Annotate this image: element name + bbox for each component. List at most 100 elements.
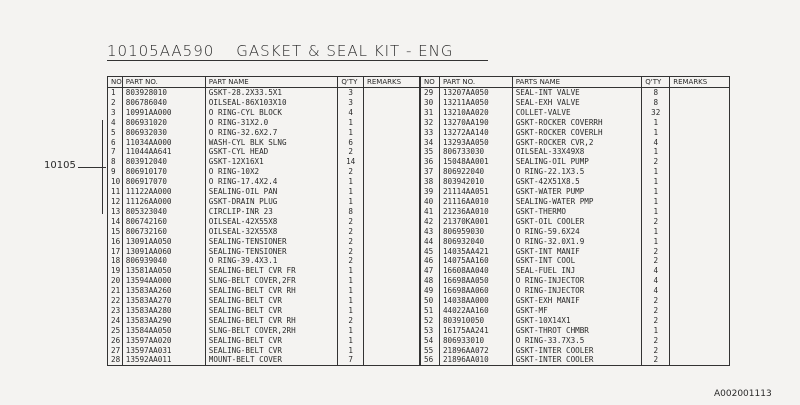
col-remarks-cell <box>363 177 420 188</box>
table-row: 18 806939040 O RING-39.4X3.1 2 <box>107 256 420 267</box>
col-remarks-cell <box>669 325 730 336</box>
table-row: 23 13583AA280 SEALING-BELT CVR 1 <box>107 305 420 316</box>
col-no-cell: 20 <box>107 276 123 287</box>
col-qty-cell: 2 <box>337 226 365 237</box>
col-remarks-cell <box>363 147 420 158</box>
col-remarks-cell <box>363 107 420 118</box>
col-no-cell: 56 <box>420 355 440 366</box>
table-row: 53 16175AA241 GSKT-THROT CHMBR 1 <box>420 325 730 336</box>
col-remarks-cell <box>669 286 730 297</box>
col-remarks-cell <box>669 355 730 366</box>
col-remarks-cell <box>669 276 730 287</box>
table-row: 22 13583AA270 SEALING-BELT CVR 1 <box>107 296 420 306</box>
col-qty-cell: 1 <box>337 177 365 188</box>
col-no-cell: 22 <box>107 296 123 306</box>
table-row: 42 21370KA001 GSKT-OIL COOLER 2 <box>420 216 730 227</box>
table-row: 3 10991AA000 O RING-CYL BLOCK 4 <box>107 107 420 118</box>
col-remarks-cell <box>669 335 730 346</box>
col-remarks-cell <box>363 187 420 197</box>
col-part-no-cell: 16698AA060 <box>438 286 513 297</box>
col-no-header: NO <box>420 76 440 88</box>
col-no-cell: 15 <box>107 226 123 237</box>
col-part-no-cell: 21896AA010 <box>438 355 513 366</box>
col-no-cell: 25 <box>107 325 123 336</box>
col-part-name-cell: SEALING-OIL PAN <box>204 187 339 197</box>
table-row: 13 805323040 CIRCLIP-INR 23 8 <box>107 206 420 217</box>
col-part-name-cell: GSKT-12X16X1 <box>204 157 339 168</box>
col-no-cell: 4 <box>107 117 123 128</box>
col-no-cell: 45 <box>420 246 440 257</box>
col-no-cell: 23 <box>107 305 123 316</box>
col-part-name-cell: SEAL-INT VALVE <box>511 87 643 98</box>
col-part-name-cell: O RING-17.4X2.4 <box>204 177 339 188</box>
col-qty-cell: 2 <box>337 246 365 257</box>
col-remarks-cell <box>363 236 420 247</box>
col-no-cell: 1 <box>107 87 123 98</box>
col-qty-cell: 1 <box>337 305 365 316</box>
col-remarks-cell <box>669 87 730 98</box>
col-no-cell: 9 <box>107 167 123 178</box>
table-row: 54 806933010 O RING-33.7X3.5 2 <box>420 335 730 346</box>
col-part-no-cell: 13293AA050 <box>438 137 513 148</box>
col-part-no-cell: 13594AA000 <box>121 276 206 287</box>
col-part-no-header: PART NO. <box>438 76 513 88</box>
col-part-name-cell: SLNG-BELT COVER,2FR <box>204 276 339 287</box>
col-part-name-cell: GSKT-THERMO <box>511 206 643 217</box>
col-part-no-cell: 13584AA050 <box>121 325 206 336</box>
col-part-no-cell: 44022AA160 <box>438 305 513 316</box>
col-part-no-cell: 13091AA060 <box>121 246 206 257</box>
col-qty-cell: 1 <box>641 206 671 217</box>
col-part-no-cell: 806917070 <box>121 177 206 188</box>
col-part-no-cell: 13581AA050 <box>121 266 206 277</box>
col-no-cell: 49 <box>420 286 440 297</box>
col-part-name-cell: O RING-CYL BLOCK <box>204 107 339 118</box>
col-qty-cell: 2 <box>641 256 671 267</box>
col-no-cell: 41 <box>420 206 440 217</box>
col-no-cell: 18 <box>107 256 123 267</box>
table-row: 21 13583AA260 SEALING-BELT CVR RH 1 <box>107 286 420 297</box>
table-row: 43 806959030 O RING-59.6X24 1 <box>420 226 730 237</box>
col-qty-cell: 1 <box>337 345 365 356</box>
col-part-name-cell: GSKT-MF <box>511 305 643 316</box>
col-no-cell: 27 <box>107 345 123 356</box>
col-remarks-cell <box>363 167 420 178</box>
col-qty-cell: 1 <box>641 236 671 247</box>
col-qty-cell: 2 <box>641 305 671 316</box>
col-part-no-cell: 806933010 <box>438 335 513 346</box>
table-row: 2 806786040 OILSEAL-86X103X10 3 <box>107 97 420 108</box>
col-part-no-cell: 14035AA421 <box>438 246 513 257</box>
col-no-cell: 29 <box>420 87 440 98</box>
col-qty-cell: 8 <box>641 97 671 108</box>
col-qty-header: Q'TY <box>641 76 671 88</box>
col-part-name-cell: SEALING-TENSIONER <box>204 236 339 247</box>
col-qty-cell: 1 <box>337 296 365 306</box>
table-row: 44 806932040 O RING-32.0X1.9 1 <box>420 236 730 247</box>
col-no-cell: 6 <box>107 137 123 148</box>
col-no-cell: 3 <box>107 107 123 118</box>
kit-part-number: 10105AA590 <box>107 42 215 60</box>
col-part-name-cell: SEALING-TENSIONER <box>204 246 339 257</box>
col-remarks-cell <box>669 315 730 326</box>
col-part-name-cell: SEALING-BELT CVR RH <box>204 315 339 326</box>
col-part-name-cell: GSKT-INT MANIF <box>511 246 643 257</box>
col-no-cell: 51 <box>420 305 440 316</box>
col-part-name-cell: O RING-22.1X3.5 <box>511 167 643 178</box>
table-row: 48 16698AA050 O RING-INJECTOR 4 <box>420 276 730 287</box>
col-part-name-cell: GSKT-ROCKER COVERRH <box>511 117 643 128</box>
col-part-name-cell: MOUNT-BELT COVER <box>204 355 339 366</box>
col-no-cell: 26 <box>107 335 123 346</box>
col-no-cell: 5 <box>107 127 123 138</box>
col-qty-cell: 1 <box>337 127 365 138</box>
col-part-no-cell: 21896AA072 <box>438 345 513 356</box>
col-remarks-cell <box>363 226 420 237</box>
table-row: 5 806932030 O RING-32.6X2.7 1 <box>107 127 420 138</box>
col-part-no-cell: 10991AA000 <box>121 107 206 118</box>
col-qty-cell: 1 <box>641 196 671 207</box>
table-row: 31 13210AA020 COLLET-VALVE 32 <box>420 107 730 118</box>
col-part-name-cell: GSKT-10X14X1 <box>511 315 643 326</box>
table-row: 9 806910170 O RING-10X2 2 <box>107 167 420 178</box>
table-row: 10 806917070 O RING-17.4X2.4 1 <box>107 177 420 188</box>
col-part-no-cell: 803942010 <box>438 177 513 188</box>
col-part-name-cell: SEALING-BELT CVR RH <box>204 286 339 297</box>
col-qty-cell: 4 <box>641 286 671 297</box>
